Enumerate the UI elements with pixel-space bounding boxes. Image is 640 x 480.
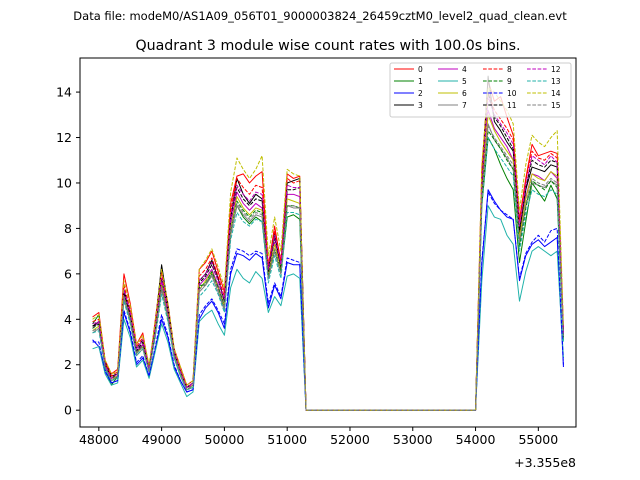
x-tick-label: 55000: [518, 432, 558, 447]
y-tick-label: 10: [56, 175, 72, 190]
legend-entry: 13: [527, 77, 561, 86]
legend-entry: 8: [483, 65, 512, 74]
y-tick-label: 12: [56, 130, 72, 145]
legend-entry: 3: [394, 101, 423, 110]
series-layer: [92, 75, 564, 411]
legend-label: 13: [551, 77, 561, 86]
chart-title: Quadrant 3 module wise count rates with …: [135, 38, 520, 54]
figure-suptitle: Data file: modeM0/AS1A09_056T01_90000038…: [73, 9, 567, 23]
legend-entry: 5: [438, 77, 467, 86]
legend-entry: 4: [438, 65, 467, 74]
legend-label: 0: [418, 65, 423, 74]
x-tick-label: 51000: [267, 432, 307, 447]
x-tick-label: 52000: [330, 432, 370, 447]
x-tick-label: 49000: [142, 432, 182, 447]
legend-entry: 6: [438, 89, 467, 98]
axes-layer: 48000 49000 50000 51000 52000 53000 54000 55000…: [56, 57, 577, 447]
x-tick-label: 53000: [393, 432, 433, 447]
x-tick-label: 48000: [79, 432, 119, 447]
legend-label: 14: [551, 89, 561, 98]
legend-entry: 12: [527, 65, 561, 74]
legend-label: 3: [418, 101, 423, 110]
legend-entry: 14: [527, 89, 561, 98]
y-tick-label: 2: [64, 357, 72, 372]
legend-label: 12: [551, 65, 561, 74]
legend-label: 5: [462, 77, 467, 86]
legend-label: 2: [418, 89, 423, 98]
legend-entry: 10: [483, 89, 517, 98]
series-line-10: [92, 191, 564, 411]
legend-entry: 0: [394, 65, 423, 74]
legend-entry: 15: [527, 101, 561, 110]
legend-label: 1: [418, 77, 423, 86]
legend-label: 7: [462, 101, 467, 110]
legend-label: 4: [462, 65, 467, 74]
legend-frame: [389, 62, 572, 118]
plot-frame: [79, 57, 577, 428]
y-tick-label: 8: [64, 221, 72, 236]
legend-label: 15: [551, 101, 561, 110]
series-line-14: [92, 87, 564, 411]
legend-label: 10: [507, 89, 517, 98]
y-tick-label: 6: [64, 266, 72, 281]
legend-entry: 7: [438, 101, 467, 110]
x-offset-label: +3.355e8: [514, 455, 576, 470]
x-tick-label: 54000: [456, 432, 496, 447]
legend-entry: 9: [483, 77, 512, 86]
series-line-13: [92, 137, 564, 411]
legend-label: 9: [507, 77, 512, 86]
series-line-15: [92, 125, 564, 411]
legend-label: 6: [462, 89, 467, 98]
y-tick-label: 14: [56, 85, 72, 100]
legend-entry: 11: [483, 101, 517, 110]
legend-entry: 1: [394, 77, 423, 86]
y-tick-label: 4: [64, 312, 72, 327]
legend-label: 11: [507, 101, 517, 110]
x-tick-label: 50000: [205, 432, 245, 447]
y-tick-label: 0: [64, 403, 72, 418]
legend-label: 8: [507, 65, 512, 74]
legend-entry: 2: [394, 89, 423, 98]
